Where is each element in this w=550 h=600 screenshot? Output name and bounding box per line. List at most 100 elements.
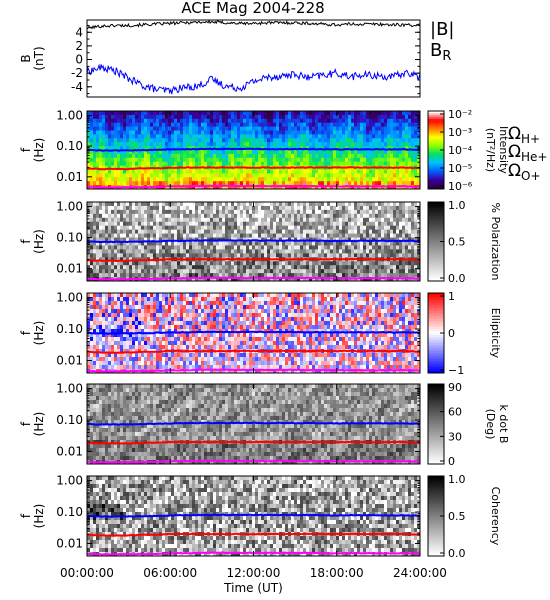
spectrogram-cell xyxy=(255,217,259,223)
spectrogram-cell xyxy=(279,217,283,223)
colorbar-cell xyxy=(428,136,444,139)
spectrogram-cell xyxy=(165,118,169,124)
spectrogram-cell xyxy=(117,114,121,120)
spectrogram-cell xyxy=(150,202,154,207)
spectrogram-cell xyxy=(222,261,226,266)
spectrogram-cell xyxy=(240,245,244,250)
spectrogram-cell xyxy=(108,221,112,227)
spectrogram-cell xyxy=(210,153,214,159)
spectrogram-cell xyxy=(279,177,283,182)
spectrogram-cell xyxy=(411,118,415,124)
spectrogram-cell xyxy=(399,122,403,127)
spectrogram-cell xyxy=(141,111,145,116)
spectrogram-cell xyxy=(165,253,169,258)
colorbar-cell xyxy=(428,265,444,268)
spectrogram-cell xyxy=(255,249,259,254)
spectrogram-cell xyxy=(360,118,364,124)
spectrogram-cell xyxy=(408,253,412,258)
spectrogram-cell xyxy=(315,157,319,163)
spectrogram-cell xyxy=(219,277,223,281)
spectrogram-cell xyxy=(387,217,391,223)
spectrogram-cell xyxy=(174,126,178,131)
spectrogram-cell xyxy=(246,225,250,231)
spectrogram-cell xyxy=(132,233,136,238)
b-field-ytick-label: 2 xyxy=(75,39,83,53)
spectrogram-cell xyxy=(312,169,316,174)
spectrogram-cell xyxy=(411,177,415,182)
spectrogram-cell xyxy=(93,293,97,298)
spectrogram-cell xyxy=(132,165,136,170)
spectrogram-cell xyxy=(318,233,322,238)
spectrogram-cell xyxy=(321,213,325,219)
spectrogram-cell xyxy=(294,202,298,207)
colorbar-cell xyxy=(428,257,444,260)
spectrogram-cell xyxy=(159,237,163,242)
spectrogram-cell xyxy=(210,273,214,278)
spectrogram-cell xyxy=(336,177,340,182)
spectrogram-cell xyxy=(186,157,190,163)
spectrogram-cell xyxy=(396,150,400,155)
spectrogram-cell xyxy=(228,111,232,116)
spectrogram-cell xyxy=(381,209,385,215)
colorbar-cell xyxy=(428,209,444,213)
spectrogram-cell xyxy=(234,114,238,120)
spectrogram-cell xyxy=(246,161,250,166)
spectrogram-cell xyxy=(192,138,196,143)
spectrogram-cell xyxy=(186,293,190,298)
spectrogram-cell xyxy=(225,269,229,274)
spectrogram-cell xyxy=(228,114,232,120)
spectrogram-cell xyxy=(90,229,94,234)
spectrogram-cell xyxy=(153,221,157,227)
spectrogram-cell xyxy=(240,161,244,166)
spectrogram-cell xyxy=(357,273,361,278)
spectrogram-cell xyxy=(249,265,253,270)
spectrogram-cell xyxy=(378,297,382,302)
spectrogram-cell xyxy=(96,249,100,254)
spectrogram-cell xyxy=(174,301,178,306)
spectrogram-cell xyxy=(324,153,328,159)
spectrogram-cell xyxy=(198,185,202,189)
spectrogram-cell xyxy=(111,161,115,166)
spectrogram-cell xyxy=(357,134,361,139)
colorbar-cell xyxy=(428,271,444,274)
spectrogram-cell xyxy=(303,111,307,116)
spectrogram-cell xyxy=(342,253,346,258)
spectrogram-cell xyxy=(198,126,202,131)
spectrogram-cell xyxy=(267,126,271,131)
spectrogram-cell xyxy=(165,169,169,174)
spectrogram-cell xyxy=(294,233,298,238)
spectrogram-cell xyxy=(252,253,256,258)
spectrogram-cell xyxy=(387,241,391,246)
spectrogram-cell xyxy=(267,229,271,234)
spectrogram-cell xyxy=(273,249,277,254)
spectrogram-cell xyxy=(417,169,420,174)
spectrogram-cell xyxy=(390,130,394,135)
spectrogram-cell xyxy=(180,181,184,186)
spectrogram-cell xyxy=(249,245,253,250)
spectrogram-cell xyxy=(276,269,280,274)
spectrogram-cell xyxy=(303,134,307,139)
spectrogram-cell xyxy=(267,138,271,143)
spectrogram-cell xyxy=(330,225,334,231)
colorbar-cell xyxy=(428,130,444,133)
spectrogram-cell xyxy=(231,130,235,135)
spectrogram-cell xyxy=(210,205,214,211)
spectrogram-cell xyxy=(93,138,97,143)
spectrogram-cell xyxy=(102,114,106,120)
spectrogram-cell xyxy=(189,126,193,131)
spectrogram-cell xyxy=(117,301,121,306)
spectrogram-cell xyxy=(93,213,97,219)
spectrogram-cell xyxy=(120,241,124,246)
spectrogram-cell xyxy=(225,229,229,234)
spectrogram-cell xyxy=(288,241,292,246)
colorbar-cell xyxy=(428,215,444,219)
spectrogram-cell xyxy=(99,205,103,211)
spectrogram-cell xyxy=(231,134,235,139)
spectrogram-cell xyxy=(411,269,415,274)
spectrogram-cell xyxy=(345,126,349,131)
spectrogram-cell xyxy=(207,213,211,219)
spectrogram-cell xyxy=(129,177,133,182)
spectrogram-cell xyxy=(96,253,100,258)
spectrogram-cell xyxy=(138,261,142,266)
spectrogram-cell xyxy=(294,142,298,147)
